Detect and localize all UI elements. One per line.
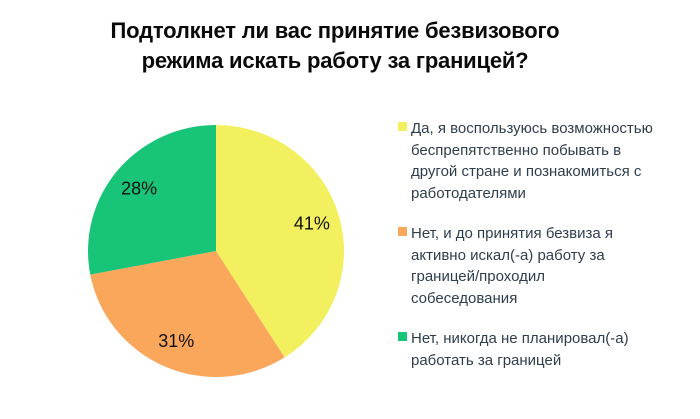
pie-value-label-yes-will-use-opportunity: 41%	[294, 214, 330, 234]
legend-item-no-never-planned: Нет, никогда не планировал(-а) работать …	[398, 328, 670, 371]
pie-value-label-no-already-searched: 31%	[158, 331, 194, 351]
legend: Да, я воспользуюсь возможностью беспрепя…	[398, 118, 670, 390]
legend-color-swatch	[398, 122, 407, 131]
pie-slice-no-already-searched	[90, 251, 285, 378]
legend-label: Нет, и до принятия безвиза я активно иск…	[411, 225, 613, 307]
legend-label: Нет, никогда не планировал(-а) работать …	[411, 330, 629, 369]
legend-color-swatch	[398, 332, 407, 341]
chart-title: Подтолкнет ли вас принятие безвизового р…	[110, 18, 560, 73]
legend-item-no-already-searched: Нет, и до принятия безвиза я активно иск…	[398, 223, 670, 309]
legend-color-swatch	[398, 227, 407, 236]
pie-chart: 41% 31% 28%	[88, 125, 345, 378]
pie-slice-yes-will-use-opportunity	[216, 125, 345, 358]
pie-value-label-no-never-planned: 28%	[121, 178, 157, 198]
pie-slice-no-never-planned	[88, 125, 216, 275]
legend-item-yes-will-use-opportunity: Да, я воспользуюсь возможностью беспрепя…	[398, 118, 670, 204]
legend-label: Да, я воспользуюсь возможностью беспрепя…	[411, 120, 653, 202]
